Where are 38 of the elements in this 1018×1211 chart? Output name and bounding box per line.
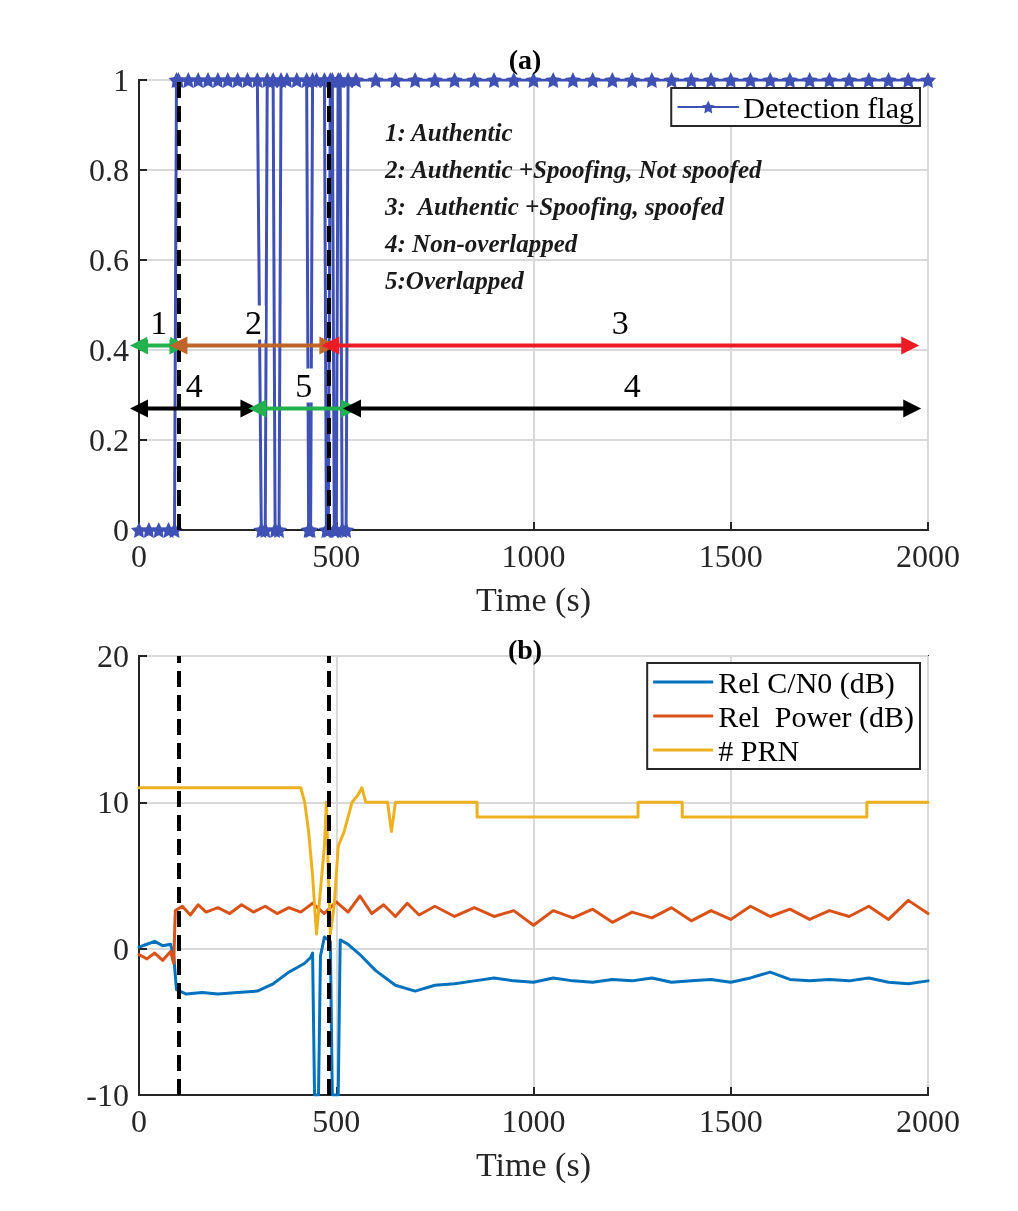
x-tick-label: 1000 [501,538,566,574]
annotation: 2: Authentic +Spoofing, Not spoofed [384,156,763,183]
line-series [137,894,930,965]
annotation: 1: Authentic [385,119,513,146]
x-tick-label: 1000 [501,1103,566,1139]
annotation: 3: Authentic +Spoofing, spoofed [384,193,725,220]
legend-label: Detection flag [743,90,915,124]
legend-label: Rel C/N0 (dB) [718,665,895,700]
series-label: 1 [150,304,168,341]
y-tick-label: 10 [97,784,129,821]
y-tick-label: 0.6 [89,242,129,278]
y-tick-label: 0 [113,512,129,548]
line-series [137,786,930,936]
legend-label: Rel Power (dB) [718,699,915,734]
y-tick-label: 1 [113,62,129,98]
series-label: 3 [611,304,629,341]
series-label: 4 [185,367,203,404]
chart-title: (a) [508,43,542,75]
legend-label: # PRN [718,733,800,767]
y-tick-label: 0.8 [89,152,129,188]
y-tick-label: 20 [97,638,129,674]
y-tick-label: 0.2 [89,422,129,458]
series-label: 4 [623,367,641,404]
x-tick-label: 1500 [698,1103,763,1139]
x-axis-title: Time (s) [476,580,591,619]
y-tick-label: -10 [86,1077,129,1113]
annotation: 5:Overlapped [385,267,525,294]
series-label: 5 [295,367,313,404]
x-tick-label: 500 [312,1103,361,1139]
x-tick-label: 2000 [896,538,960,574]
x-axis-title: Time (s) [476,1145,591,1184]
x-tick-label: 2000 [896,1103,960,1139]
x-tick-label: 500 [312,538,361,574]
x-tick-label: 1500 [698,538,763,574]
y-tick-label: 0 [113,930,129,967]
y-tick-label: 0.4 [89,332,129,368]
series-label: 2 [244,304,262,341]
annotation: 4: Non-overlapped [384,230,578,257]
